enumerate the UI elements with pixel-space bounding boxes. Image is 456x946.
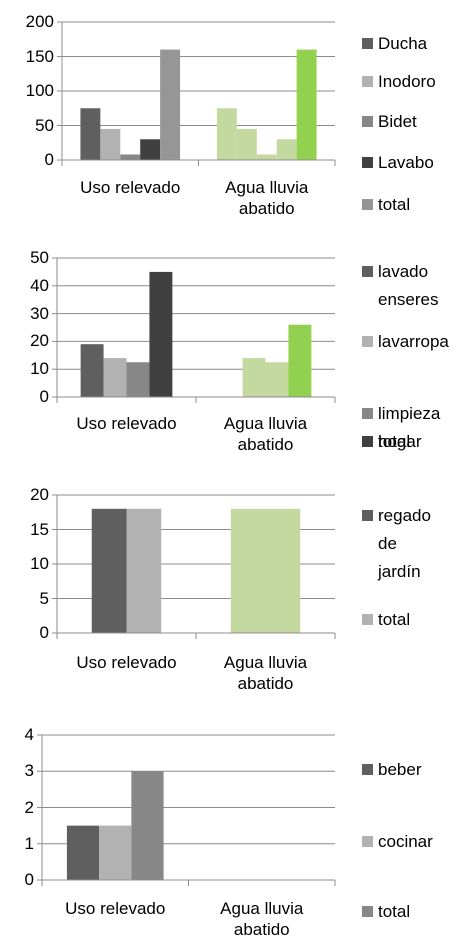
y-tick-label: 10 [30, 359, 49, 379]
y-tick-label: 100 [25, 81, 54, 100]
legend-label: Ducha [378, 34, 428, 53]
legend-label: regado de jardín [378, 506, 431, 581]
bar [91, 508, 127, 633]
x-tick-label: Agua lluvia abatido [225, 178, 309, 218]
bar [265, 508, 301, 633]
legend-item: Inodoro [362, 68, 456, 96]
y-tick-label: 40 [30, 275, 49, 295]
legend-label: total [378, 902, 411, 921]
legend-label: lavarropa [378, 332, 449, 351]
legend-label: total [378, 432, 411, 451]
x-tick-label: Uso relevado [80, 178, 181, 197]
y-tick-label: 0 [44, 150, 54, 169]
legend-item: regado de jardín [362, 502, 436, 586]
bar [140, 139, 161, 160]
legend-swatch [362, 38, 373, 49]
bar [66, 825, 100, 880]
x-tick-label: Agua lluvia abatido [223, 653, 308, 693]
legend-label: lavado enseres [378, 262, 439, 309]
legend-label: total [378, 195, 411, 214]
legend-label: total [378, 610, 411, 629]
x-tick-label: Uso relevado [65, 899, 166, 918]
y-tick-label: 3 [24, 761, 34, 781]
legend-item: Lavabo [362, 149, 456, 177]
bar [242, 358, 266, 397]
legend-item: lavado enseres [362, 258, 456, 314]
bar [149, 271, 173, 397]
y-tick-label: 0 [39, 623, 49, 642]
legend-item: limpieza hogar [362, 400, 456, 456]
bar [126, 508, 162, 633]
y-tick-label: 20 [30, 485, 49, 504]
y-tick-label: 50 [35, 115, 54, 135]
bar [80, 344, 104, 397]
legend-swatch [362, 116, 373, 127]
y-tick-label: 150 [25, 46, 54, 66]
bar [120, 154, 141, 160]
legend-swatch [362, 76, 373, 87]
y-tick-label: 4 [24, 725, 34, 744]
legend-item: total [362, 428, 456, 456]
y-tick-label: 0 [24, 870, 34, 889]
bar [126, 362, 150, 397]
bar [288, 324, 312, 397]
legend-swatch [362, 266, 373, 277]
x-tick-label: Uso relevado [76, 653, 177, 672]
legend-item: total [362, 191, 456, 219]
y-tick-label: 15 [30, 519, 49, 539]
legend-label: Lavabo [378, 153, 434, 172]
legend-swatch [362, 336, 373, 347]
legend-swatch [362, 436, 373, 447]
bar [236, 128, 257, 160]
bar [100, 128, 121, 160]
y-tick-label: 5 [39, 588, 49, 608]
y-tick-label: 10 [30, 554, 49, 573]
bar [131, 771, 164, 880]
legend-label: Inodoro [378, 72, 436, 91]
x-tick-label: Uso relevado [76, 414, 177, 433]
legend-item: lavarropa [362, 328, 456, 356]
legend-swatch [362, 906, 373, 917]
legend-item: Bidet [362, 108, 456, 136]
legend-swatch [362, 614, 373, 625]
legend-swatch [362, 836, 373, 847]
legend-label: Bidet [378, 112, 417, 131]
bar [230, 508, 266, 633]
bar [216, 108, 237, 160]
legend-item: total [362, 606, 436, 634]
bar [160, 49, 181, 160]
y-tick-label: 0 [39, 387, 49, 406]
y-tick-label: 1 [24, 833, 34, 853]
legend-swatch [362, 199, 373, 210]
legend-swatch [362, 764, 373, 775]
legend-label: limpieza hogar [378, 404, 441, 451]
legend-item: total [362, 898, 456, 926]
x-tick-label: Agua lluvia abatido [223, 414, 308, 454]
y-tick-label: 20 [30, 331, 49, 351]
bar [265, 362, 289, 397]
x-tick-label: Agua lluvia abatido [220, 899, 304, 939]
legend-item: Ducha [362, 30, 456, 58]
bar [296, 49, 317, 160]
bar [103, 358, 127, 397]
legend-label: cocinar [378, 832, 433, 851]
y-tick-label: 30 [30, 303, 49, 323]
legend-item: beber [362, 756, 456, 784]
legend-label: beber [378, 760, 422, 779]
bar [80, 108, 101, 160]
y-tick-label: 2 [24, 797, 34, 817]
legend-swatch [362, 157, 373, 168]
legend-swatch [362, 510, 373, 521]
bar [99, 825, 132, 880]
y-tick-label: 50 [30, 248, 49, 267]
bar [276, 139, 297, 160]
y-tick-label: 200 [25, 12, 54, 31]
legend-swatch [362, 408, 373, 419]
bar [256, 154, 277, 160]
legend-item: cocinar [362, 828, 456, 856]
